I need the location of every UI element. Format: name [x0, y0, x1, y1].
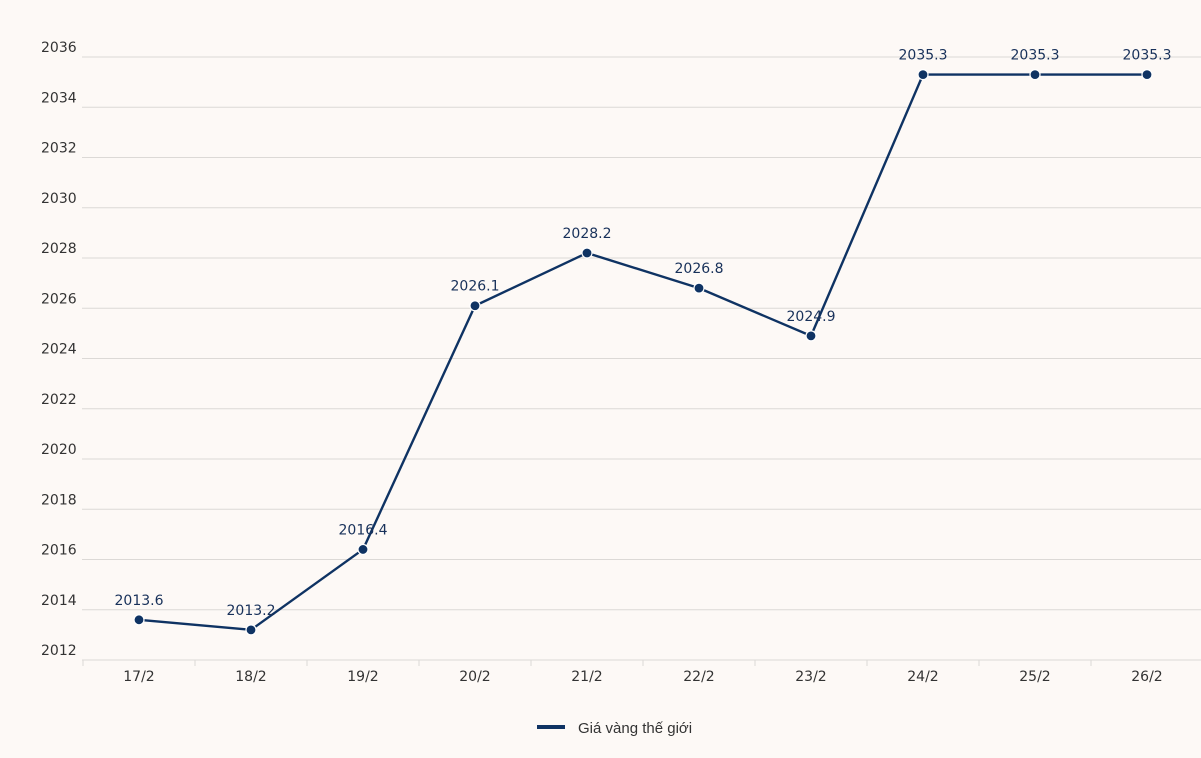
y-tick-label: 2022 — [41, 392, 77, 408]
data-label: 2026.8 — [675, 261, 724, 277]
y-tick-label: 2032 — [41, 141, 77, 157]
x-tick-label: 26/2 — [1131, 669, 1162, 685]
y-tick-label: 2020 — [41, 442, 77, 458]
data-point — [245, 624, 257, 636]
data-label: 2024.9 — [787, 309, 836, 325]
data-point — [1141, 68, 1153, 81]
x-tick-label: 23/2 — [795, 669, 826, 685]
y-tick-label: 2018 — [41, 492, 77, 508]
x-tick-label: 17/2 — [123, 669, 154, 685]
x-tick-label: 22/2 — [683, 669, 714, 685]
x-tick-label: 25/2 — [1019, 669, 1050, 685]
x-axis-ticks: 17/2 18/2 19/2 20/2 21/2 22/2 23/2 24/2 25/2 26/2 — [123, 669, 1162, 685]
data-point — [357, 543, 369, 556]
data-point — [469, 300, 481, 312]
data-label: 2035.3 — [1123, 48, 1172, 64]
series-line — [138, 73, 1147, 632]
y-axis-ticks: 2012 2014 2016 2018 2020 2022 2024 2026 2028 2030… — [41, 40, 77, 659]
data-label: 2035.3 — [899, 48, 948, 64]
data-point — [1029, 68, 1041, 81]
x-tick-label: 18/2 — [235, 669, 266, 685]
data-point — [133, 614, 145, 626]
data-point — [581, 247, 593, 259]
data-label: 2013.6 — [115, 593, 164, 609]
x-tick-label: 19/2 — [347, 669, 378, 685]
y-tick-label: 2028 — [41, 241, 77, 257]
y-tick-label: 2036 — [41, 40, 77, 56]
x-tick-label: 21/2 — [571, 669, 602, 685]
data-label: 2035.3 — [1011, 48, 1060, 64]
x-axis-tick-marks — [82, 660, 1092, 666]
data-point — [805, 330, 817, 342]
y-tick-label: 2030 — [41, 191, 77, 207]
legend-label: Giá vàng thế giới — [578, 720, 692, 737]
series-group: 2013.6 2013.2 2016.4 2026.1 2028.2 2026.8 2024… — [115, 48, 1172, 636]
data-label: 2028.2 — [563, 226, 612, 242]
y-tick-label: 2016 — [41, 543, 77, 559]
y-tick-label: 2014 — [41, 593, 77, 609]
data-point — [693, 282, 705, 294]
y-tick-label: 2034 — [41, 90, 77, 106]
x-tick-label: 20/2 — [459, 669, 490, 685]
y-tick-label: 2024 — [41, 342, 77, 358]
data-label: 2016.4 — [339, 522, 388, 538]
y-tick-label: 2026 — [41, 291, 77, 307]
grid-lines — [82, 56, 1201, 611]
x-tick-label: 24/2 — [907, 669, 938, 685]
data-point — [917, 68, 929, 81]
data-label: 2026.1 — [451, 279, 500, 295]
y-tick-label: 2012 — [41, 643, 77, 659]
legend: Giá vàng thế giới — [537, 720, 692, 737]
data-label: 2013.2 — [227, 603, 276, 619]
